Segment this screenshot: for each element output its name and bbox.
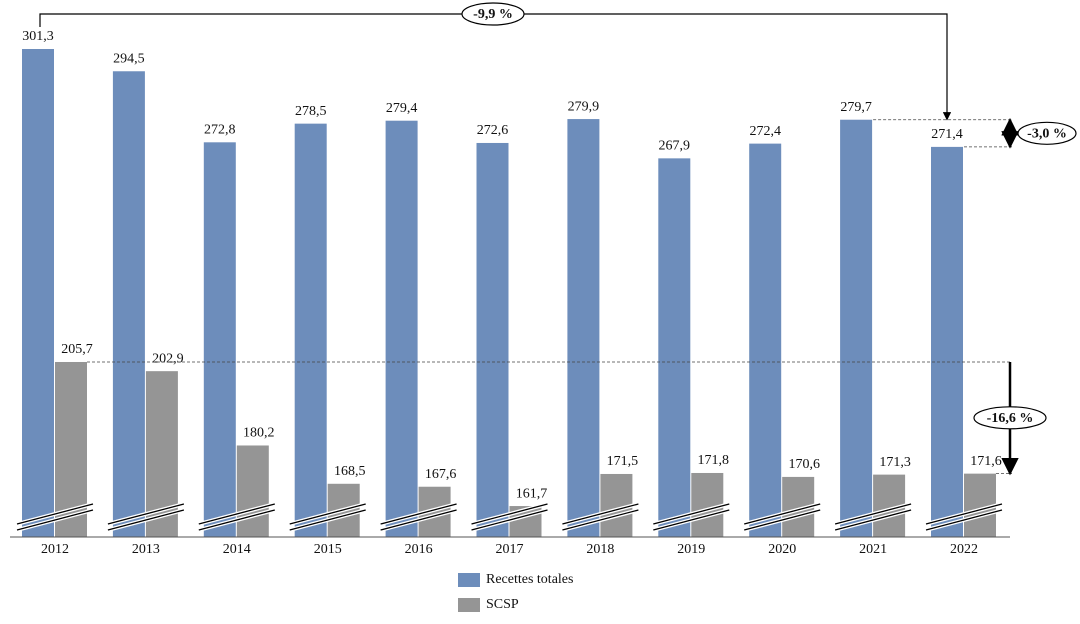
annotation-arrow bbox=[39, 13, 952, 121]
value-label: 205,7 bbox=[61, 342, 93, 357]
annotation: -9,9 % bbox=[473, 7, 513, 22]
value-label: 294,5 bbox=[113, 51, 145, 66]
axis-break bbox=[471, 509, 548, 531]
value-label: 301,3 bbox=[22, 29, 54, 44]
value-label: 279,4 bbox=[386, 101, 418, 116]
bar bbox=[658, 158, 691, 537]
value-label: 267,9 bbox=[659, 139, 691, 154]
x-tick-label: 2020 bbox=[768, 542, 796, 557]
value-label: 272,6 bbox=[477, 123, 509, 138]
axis-break bbox=[289, 509, 366, 531]
x-tick-label: 2014 bbox=[223, 542, 251, 557]
value-label: 279,9 bbox=[568, 99, 600, 114]
x-tick-label: 2015 bbox=[314, 542, 342, 557]
value-label: 171,5 bbox=[607, 454, 639, 469]
x-tick-label: 2012 bbox=[41, 542, 69, 557]
legend-label: SCSP bbox=[486, 597, 519, 612]
axis-break bbox=[562, 509, 639, 531]
axis-break bbox=[380, 503, 457, 525]
x-tick-label: 2022 bbox=[950, 542, 978, 557]
x-tick-label: 2019 bbox=[677, 542, 705, 557]
bar bbox=[476, 142, 509, 537]
bar bbox=[749, 143, 782, 538]
axis-break bbox=[744, 509, 821, 531]
axis-break bbox=[198, 503, 275, 525]
axis-break bbox=[562, 503, 639, 525]
value-label: 272,4 bbox=[749, 124, 781, 139]
value-label: 168,5 bbox=[334, 464, 366, 479]
x-tick-label: 2021 bbox=[859, 542, 887, 557]
legend-swatch bbox=[458, 573, 480, 587]
axis-break bbox=[744, 503, 821, 525]
value-label: 279,7 bbox=[840, 100, 872, 115]
axis-break bbox=[834, 503, 912, 525]
value-label: 202,9 bbox=[152, 351, 184, 366]
bar bbox=[22, 49, 54, 537]
axis-break bbox=[107, 509, 185, 531]
bar bbox=[112, 71, 145, 538]
value-label: 170,6 bbox=[788, 457, 820, 472]
annotation-bubble bbox=[973, 406, 1047, 430]
axis-break bbox=[925, 509, 1003, 531]
annotation-bubble bbox=[1017, 121, 1077, 145]
annotation-bubble bbox=[461, 2, 525, 26]
axis-break bbox=[16, 509, 94, 531]
axis-break bbox=[198, 509, 275, 531]
value-label: 171,8 bbox=[698, 453, 730, 468]
legend-label: Recettes totales bbox=[486, 572, 573, 587]
legend-swatch bbox=[458, 598, 480, 612]
value-label: 161,7 bbox=[516, 486, 548, 501]
axis-break bbox=[925, 503, 1003, 525]
bar bbox=[931, 146, 963, 538]
axis-break bbox=[107, 503, 185, 525]
x-tick-label: 2017 bbox=[496, 542, 524, 557]
axis-break bbox=[289, 503, 366, 525]
axis-break bbox=[834, 509, 912, 531]
bar bbox=[203, 142, 236, 537]
value-label: 180,2 bbox=[243, 426, 275, 441]
x-tick-label: 2013 bbox=[132, 542, 160, 557]
axis-break bbox=[471, 503, 548, 525]
value-label: 271,4 bbox=[931, 127, 963, 142]
x-tick-label: 2018 bbox=[586, 542, 614, 557]
value-label: 272,8 bbox=[204, 123, 236, 138]
bar bbox=[236, 445, 269, 537]
axis-break bbox=[16, 503, 94, 525]
x-tick-label: 2016 bbox=[405, 542, 433, 557]
axis-break bbox=[653, 509, 730, 531]
value-label: 171,6 bbox=[970, 454, 1002, 469]
axis-break bbox=[653, 503, 730, 525]
bar bbox=[294, 123, 327, 537]
value-label: 167,6 bbox=[425, 467, 457, 482]
bar bbox=[567, 119, 600, 537]
axis-break bbox=[380, 509, 457, 531]
bar bbox=[840, 119, 873, 538]
value-label: 171,3 bbox=[879, 455, 911, 470]
annotation: -3,0 % bbox=[1027, 127, 1067, 142]
annotation: -16,6 % bbox=[987, 411, 1034, 426]
value-label: 278,5 bbox=[295, 104, 327, 119]
bar bbox=[385, 120, 418, 538]
